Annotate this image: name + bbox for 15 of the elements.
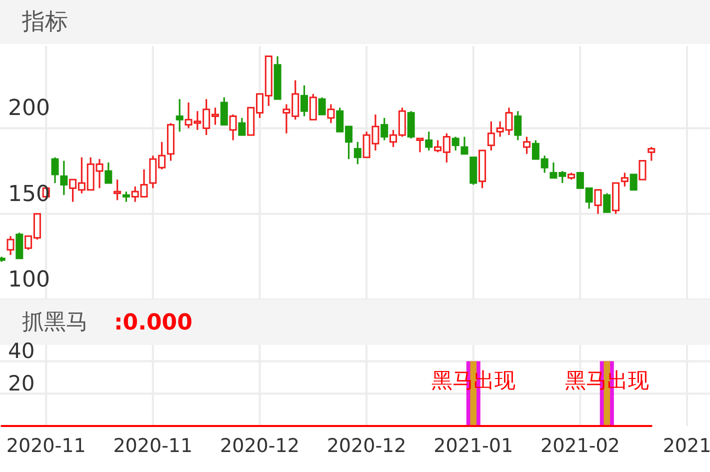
y-tick-label: 20: [8, 372, 35, 396]
chart-title: 指标: [21, 9, 68, 35]
chart-title: 抓黑马: [22, 310, 88, 335]
y-tick-label: 150: [8, 182, 50, 207]
x-tick-label: 2021-01: [434, 435, 514, 457]
y-tick-label: 200: [8, 96, 50, 122]
x-tick-label: 2020-11: [6, 435, 86, 457]
x-tick-label: 2020-11: [113, 435, 193, 457]
y-tick-label: 100: [8, 268, 50, 292]
chart-subtitle: :0.000: [114, 310, 192, 335]
x-tick-label: 2021-02: [540, 435, 620, 457]
x-tick-label: 2020-12: [326, 435, 406, 457]
x-tick-label: 2020-12: [220, 435, 300, 457]
y-tick-label: 40: [8, 339, 35, 364]
x-tick-label: 2021: [662, 435, 710, 457]
